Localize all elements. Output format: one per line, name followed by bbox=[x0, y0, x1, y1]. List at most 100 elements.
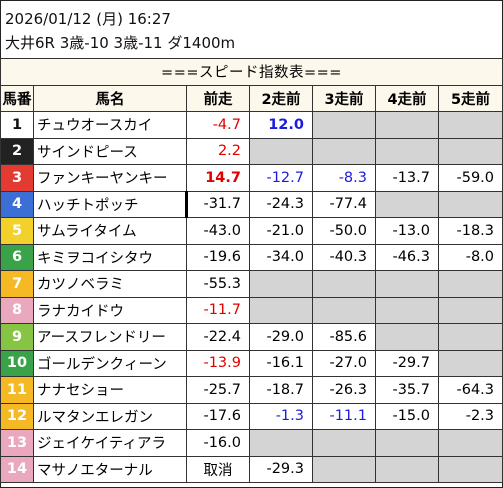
speed-index-cell bbox=[437, 429, 503, 457]
horse-number-cell: 3 bbox=[0, 164, 34, 192]
col-header-last: 前走 bbox=[186, 84, 250, 112]
speed-index-cell: 取消 bbox=[186, 455, 250, 483]
speed-index-cell bbox=[249, 296, 313, 324]
horse-name-cell: ジェイケイティアラ bbox=[33, 429, 187, 457]
col-header-4th: 4走前 bbox=[375, 84, 439, 112]
table-row: 12 ルマタンエレガン -17.6 -1.3 -11.1 -15.0 -2.3 bbox=[0, 402, 503, 430]
speed-index-cell bbox=[437, 349, 503, 377]
speed-index-cell: -29.3 bbox=[249, 455, 313, 483]
speed-index-cell bbox=[437, 455, 503, 483]
speed-index-cell: -11.1 bbox=[312, 402, 376, 430]
speed-index-cell bbox=[375, 111, 439, 139]
col-header-5th: 5走前 bbox=[437, 84, 503, 112]
table-row: 2 サインドピース 2.2 bbox=[0, 137, 503, 165]
header-row: 馬番 馬名 前走 2走前 3走前 4走前 5走前 bbox=[0, 84, 503, 112]
speed-index-cell bbox=[375, 190, 439, 218]
speed-index-cell: -29.0 bbox=[249, 323, 313, 351]
speed-index-cell bbox=[312, 137, 376, 165]
table-row: 6 キミヲコイシタウ -19.6 -34.0 -40.3 -46.3 -8.0 bbox=[0, 243, 503, 271]
speed-index-cell: -16.1 bbox=[249, 349, 313, 377]
speed-index-cell: -24.3 bbox=[249, 190, 313, 218]
speed-index-cell: 14.7 bbox=[186, 164, 250, 192]
speed-index-cell: -12.7 bbox=[249, 164, 313, 192]
horse-name-cell: サムライタイム bbox=[33, 217, 187, 245]
speed-index-cell: -8.0 bbox=[437, 243, 503, 271]
speed-index-cell: -55.3 bbox=[186, 270, 250, 298]
horse-name-cell: ハッチトポッチ bbox=[33, 190, 187, 218]
speed-index-cell: -19.6 bbox=[186, 243, 250, 271]
speed-index-cell bbox=[437, 270, 503, 298]
speed-index-cell: -77.4 bbox=[312, 190, 376, 218]
speed-index-cell bbox=[249, 270, 313, 298]
speed-index-cell bbox=[249, 429, 313, 457]
speed-index-cell bbox=[437, 323, 503, 351]
horse-number-cell: 13 bbox=[0, 429, 34, 457]
horse-number-cell: 1 bbox=[0, 111, 34, 139]
table-row: 9 アースフレンドリー -22.4 -29.0 -85.6 bbox=[0, 323, 503, 351]
horse-name-cell: サインドピース bbox=[33, 137, 187, 165]
speed-index-cell: -43.0 bbox=[186, 217, 250, 245]
speed-index-cell: -8.3 bbox=[312, 164, 376, 192]
speed-index-cell bbox=[437, 296, 503, 324]
horse-number-cell: 7 bbox=[0, 270, 34, 298]
race-info-label: 大井6R 3歳-10 3歳-11 ダ1400m bbox=[5, 34, 236, 52]
speed-index-cell bbox=[249, 137, 313, 165]
speed-index-cell bbox=[437, 137, 503, 165]
horse-name-cell: マサノエターナル bbox=[33, 455, 187, 483]
horse-name-cell: ラナカイドウ bbox=[33, 296, 187, 324]
horse-number-cell: 2 bbox=[0, 137, 34, 165]
horse-number-cell: 6 bbox=[0, 243, 34, 271]
speed-index-cell bbox=[312, 270, 376, 298]
speed-index-cell: -29.7 bbox=[375, 349, 439, 377]
table-row: 4 ハッチトポッチ -31.7 -24.3 -77.4 bbox=[0, 190, 503, 218]
horse-name-cell: チュウオースカイ bbox=[33, 111, 187, 139]
table-row: 5 サムライタイム -43.0 -21.0 -50.0 -13.0 -18.3 bbox=[0, 217, 503, 245]
col-header-name: 馬名 bbox=[33, 84, 187, 112]
horse-name-cell: キミヲコイシタウ bbox=[33, 243, 187, 271]
speed-index-cell: -50.0 bbox=[312, 217, 376, 245]
speed-index-cell bbox=[375, 137, 439, 165]
horse-number-cell: 12 bbox=[0, 402, 34, 430]
speed-index-cell: -4.7 bbox=[186, 111, 250, 139]
speed-index-cell bbox=[375, 323, 439, 351]
table-title: ===スピード指数表=== bbox=[0, 58, 503, 86]
speed-index-cell: -13.9 bbox=[186, 349, 250, 377]
speed-index-cell: -18.3 bbox=[437, 217, 503, 245]
speed-index-cell: -31.7 bbox=[185, 190, 250, 218]
speed-index-cell bbox=[375, 429, 439, 457]
horse-name-cell: ゴールデンクィーン bbox=[33, 349, 187, 377]
speed-index-cell bbox=[437, 111, 503, 139]
speed-index-cell: -1.3 bbox=[249, 402, 313, 430]
speed-index-cell bbox=[375, 296, 439, 324]
speed-index-cell: -35.7 bbox=[375, 376, 439, 404]
table-row: 3 ファンキーヤンキー 14.7 -12.7 -8.3 -13.7 -59.0 bbox=[0, 164, 503, 192]
horse-number-cell: 10 bbox=[0, 349, 34, 377]
speed-index-cell bbox=[312, 296, 376, 324]
speed-index-cell: -27.0 bbox=[312, 349, 376, 377]
horse-name-cell: カツノベラミ bbox=[33, 270, 187, 298]
table-row: 10 ゴールデンクィーン -13.9 -16.1 -27.0 -29.7 bbox=[0, 349, 503, 377]
speed-index-cell bbox=[375, 270, 439, 298]
speed-index-cell bbox=[312, 455, 376, 483]
speed-index-cell: -21.0 bbox=[249, 217, 313, 245]
speed-index-cell: -18.7 bbox=[249, 376, 313, 404]
col-header-3rd: 3走前 bbox=[312, 84, 376, 112]
speed-index-cell: -15.0 bbox=[375, 402, 439, 430]
speed-index-cell: 12.0 bbox=[249, 111, 313, 139]
col-header-2nd: 2走前 bbox=[249, 84, 313, 112]
datetime-label: 2026/01/12 (月) 16:27 bbox=[5, 10, 171, 28]
horse-number-cell: 5 bbox=[0, 217, 34, 245]
speed-index-cell: -11.7 bbox=[186, 296, 250, 324]
speed-index-cell: -85.6 bbox=[312, 323, 376, 351]
horse-number-cell: 4 bbox=[0, 190, 34, 218]
horse-name-cell: ナナセショー bbox=[33, 376, 187, 404]
horse-name-cell: アースフレンドリー bbox=[33, 323, 187, 351]
speed-index-cell: -16.0 bbox=[186, 429, 250, 457]
speed-index-cell: -13.7 bbox=[375, 164, 439, 192]
table-row: 8 ラナカイドウ -11.7 bbox=[0, 296, 503, 324]
horse-name-cell: ルマタンエレガン bbox=[33, 402, 187, 430]
speed-index-cell: 2.2 bbox=[186, 137, 250, 165]
horse-number-cell: 9 bbox=[0, 323, 34, 351]
speed-index-cell bbox=[375, 455, 439, 483]
horse-number-cell: 11 bbox=[0, 376, 34, 404]
